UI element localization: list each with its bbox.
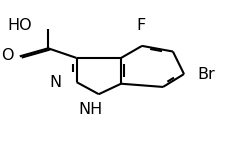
Text: O: O xyxy=(1,48,14,63)
Text: F: F xyxy=(137,18,146,33)
Text: NH: NH xyxy=(79,102,103,117)
Text: HO: HO xyxy=(7,18,32,33)
Text: N: N xyxy=(49,75,61,90)
Text: Br: Br xyxy=(198,66,215,82)
